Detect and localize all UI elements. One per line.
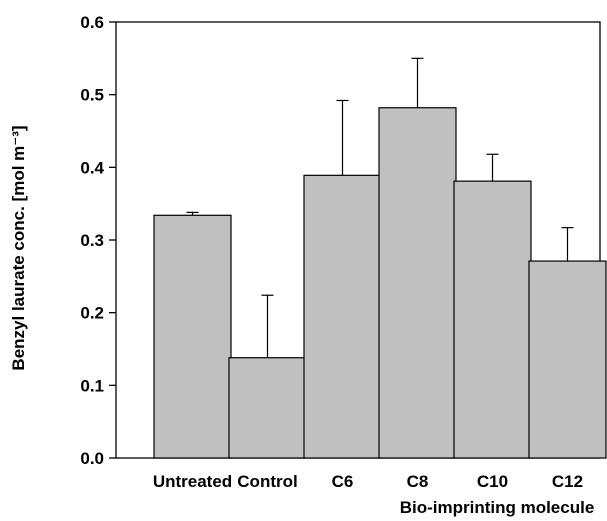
bar [228,357,307,459]
y-tick-label: 0.6 [80,13,104,32]
bars [153,57,607,459]
bar [303,174,382,459]
x-category-label: C8 [407,472,429,491]
bar [378,107,457,459]
x-axis-category-labels: Untreated Control C6 C8 C10 C12 [153,472,583,491]
y-tick-label: 0.1 [80,376,104,395]
y-axis-ticks: 0.0 0.1 0.2 0.3 0.4 0.5 0.6 [80,13,116,468]
x-category-label: C12 [552,472,583,491]
x-category-label: C10 [477,472,508,491]
bar [153,214,232,459]
x-category-label: Control [237,472,297,491]
x-category-label: C6 [332,472,354,491]
x-axis-title: Bio-imprinting molecule [400,498,595,517]
y-tick-label: 0.5 [80,86,104,105]
bar [453,180,532,459]
y-tick-label: 0.2 [80,304,104,323]
y-axis-title: Benzyl laurate conc. [mol m⁻³] [9,125,28,370]
y-tick-label: 0.4 [80,158,104,177]
x-category-label: Untreated [153,472,232,491]
bar [528,260,607,459]
y-tick-label: 0.3 [80,231,104,250]
y-tick-label: 0.0 [80,449,104,468]
